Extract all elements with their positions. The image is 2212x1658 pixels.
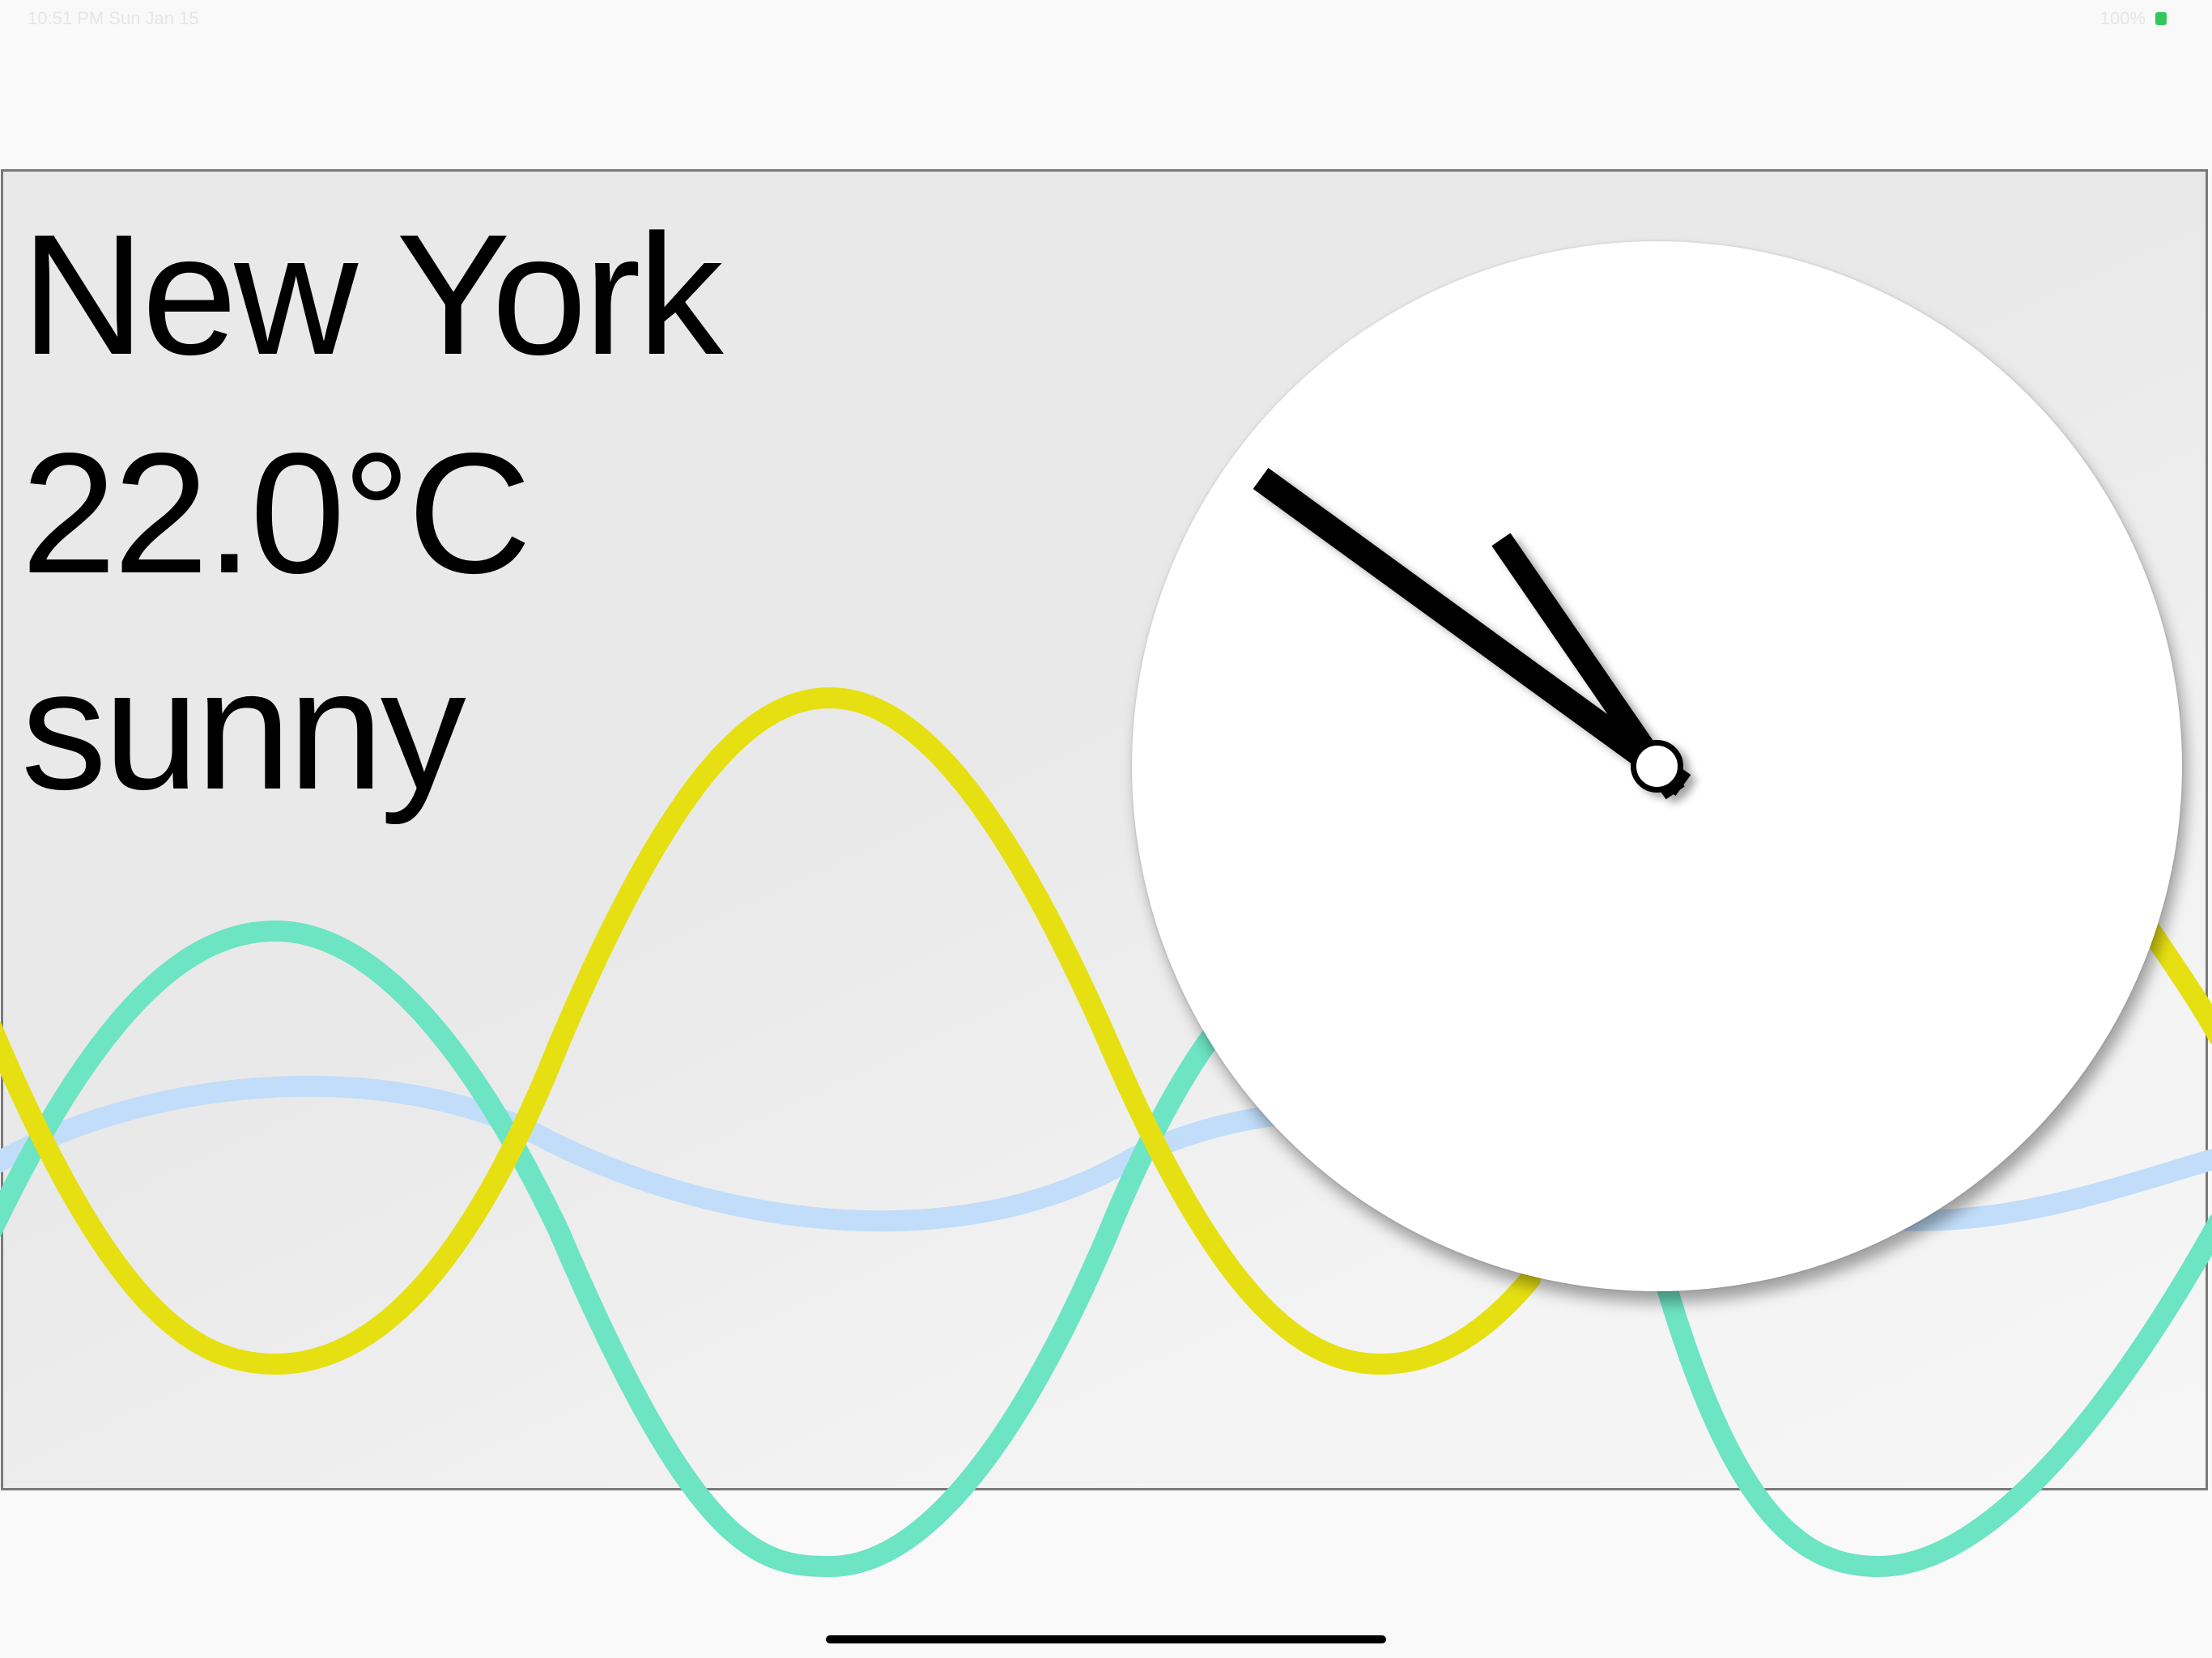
clock-hands bbox=[1253, 467, 1691, 800]
status-bar: 10:51 PM Sun Jan 15 100% bbox=[0, 0, 2212, 39]
status-right: 100% bbox=[2100, 8, 2167, 29]
home-indicator[interactable] bbox=[826, 1635, 1386, 1643]
clock-center-pin bbox=[1631, 740, 1683, 793]
city-name: New York bbox=[21, 198, 724, 390]
battery-charging-icon bbox=[2155, 12, 2167, 25]
temperature: 22.0°C bbox=[21, 417, 531, 609]
status-time: 10:51 PM Sun Jan 15 bbox=[28, 8, 199, 28]
battery-percentage: 100% bbox=[2099, 8, 2146, 28]
minute-hand bbox=[1253, 467, 1691, 796]
weather-condition: sunny bbox=[21, 633, 466, 825]
